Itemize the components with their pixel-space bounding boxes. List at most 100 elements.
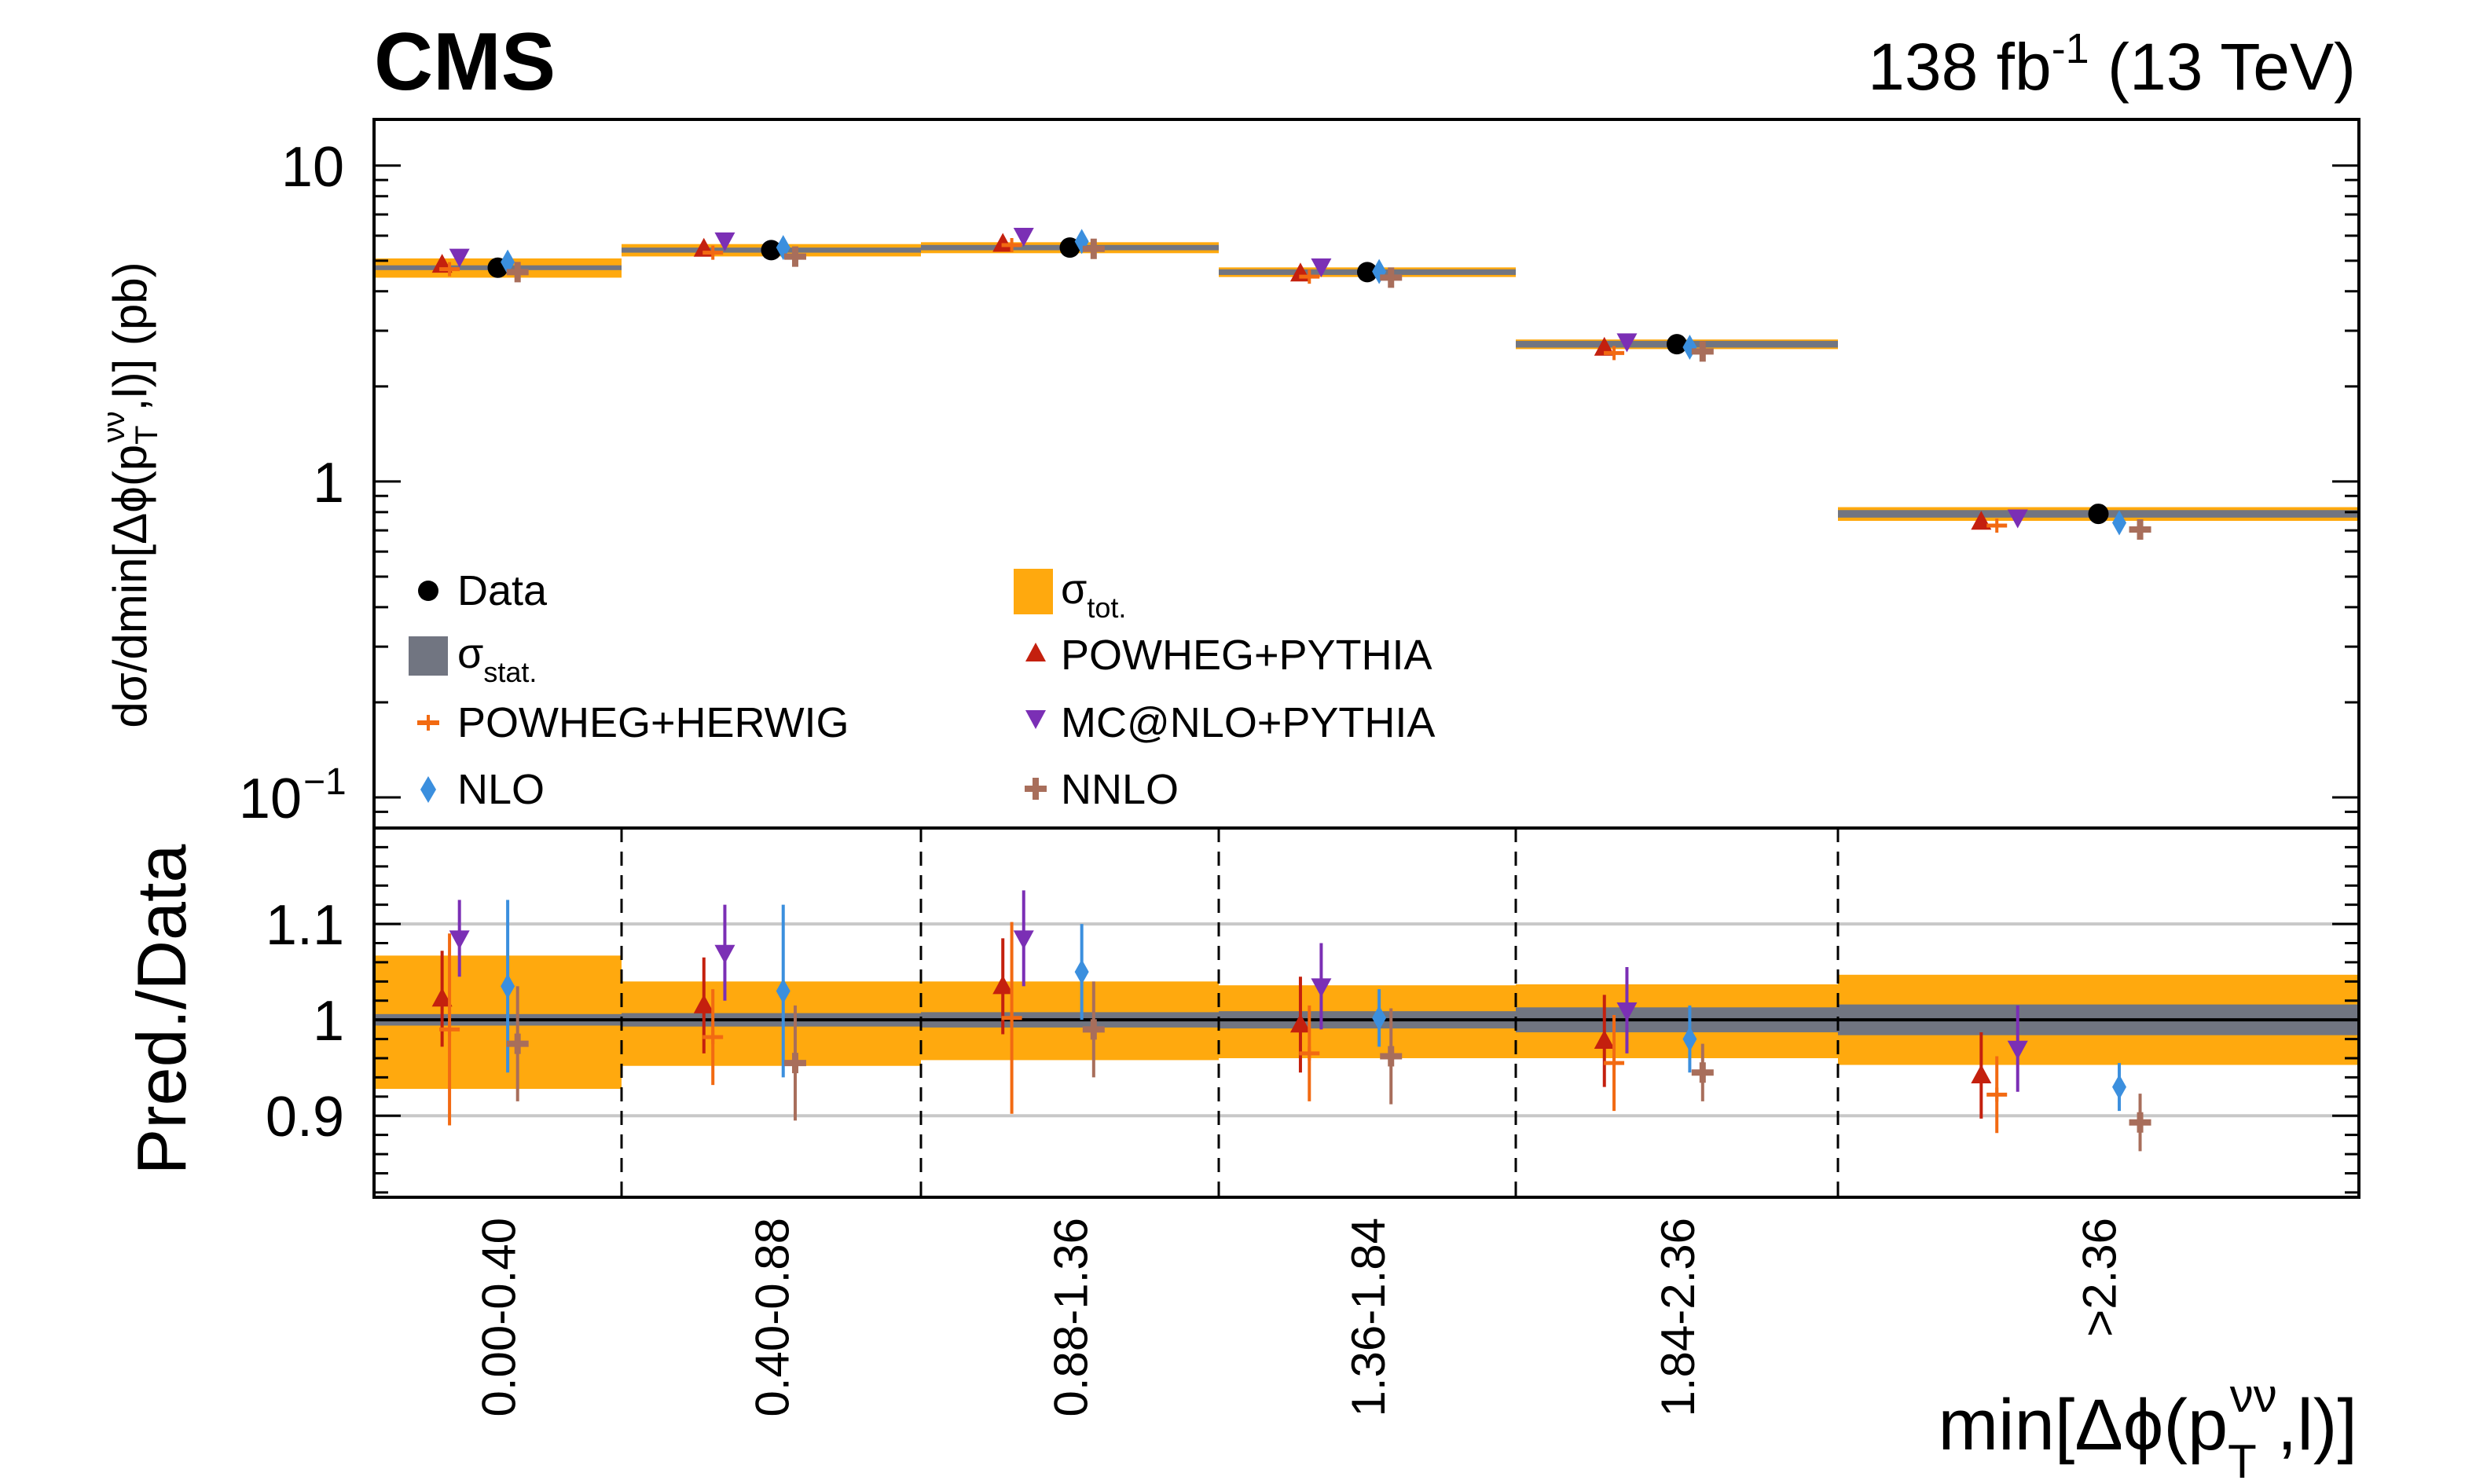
ratio-point-powheg-pythia-3 bbox=[1289, 1013, 1311, 1033]
top-ylabel-sub: T bbox=[130, 425, 164, 444]
top-point-mc-nlo-pythia-1 bbox=[714, 232, 735, 251]
legend-marker-nnlo bbox=[1025, 778, 1047, 800]
xlabel-sub: T bbox=[2228, 1435, 2257, 1484]
ratio-panel: 0.9 1 1.1 0.00-0.40 0.40-0.88 0.88-1.36 1.36-1… bbox=[266, 826, 2360, 1417]
x-category-label-0: 0.00-0.40 bbox=[473, 1218, 526, 1417]
top-point-mc-nlo-pythia-3 bbox=[1311, 258, 1332, 277]
legend-label-nnlo: NNLO bbox=[1061, 766, 1179, 813]
top-point-powheg-pythia-4 bbox=[1594, 336, 1615, 356]
x-category-label-4: 1.84-2.36 bbox=[1652, 1218, 1704, 1417]
luminosity-label: 138 fb-1 (13 TeV) bbox=[1868, 25, 2356, 104]
top-point-data-5 bbox=[2088, 504, 2109, 525]
ratio-point-powheg-herwig-4 bbox=[1604, 1056, 1625, 1071]
top-ytick-label-2: 10 bbox=[239, 768, 302, 830]
legend-label-data: Data bbox=[457, 567, 548, 614]
ratio-point-mc-nlo-pythia-5 bbox=[2007, 1040, 2028, 1060]
legend-tot-sub: tot. bbox=[1087, 592, 1126, 624]
top-point-nlo-5 bbox=[2112, 510, 2127, 536]
ratio-point-powheg-pythia-2 bbox=[992, 975, 1014, 995]
lumi-exponent: -1 bbox=[2052, 25, 2089, 72]
legend-label-stat: σstat. bbox=[457, 630, 537, 688]
top-point-data-4 bbox=[1667, 334, 1687, 355]
ratio-point-mc-nlo-pythia-0 bbox=[449, 930, 470, 950]
lumi-energy: (13 TeV) bbox=[2089, 30, 2356, 104]
top-ytick-label-1: 1 bbox=[313, 452, 344, 515]
top-point-mc-nlo-pythia-4 bbox=[1616, 333, 1638, 353]
top-point-nnlo-1 bbox=[783, 246, 806, 267]
legend-marker-nlo bbox=[420, 776, 436, 803]
ratio-point-mc-nlo-pythia-1 bbox=[714, 944, 735, 964]
top-point-nnlo-4 bbox=[1691, 341, 1714, 362]
top-point-nnlo-2 bbox=[1082, 238, 1105, 259]
legend-stat-sub: stat. bbox=[483, 656, 537, 688]
ratio-point-powheg-pythia-5 bbox=[1971, 1064, 1992, 1083]
legend: Data σstat. POWHEG+HERWIG NLO σtot. POWH… bbox=[409, 566, 1435, 813]
top-point-powheg-herwig-4 bbox=[1604, 346, 1625, 361]
ratio-point-nnlo-2 bbox=[1082, 1019, 1105, 1040]
ratio-point-nnlo-0 bbox=[506, 1033, 529, 1054]
ratio-point-nlo-4 bbox=[1682, 1026, 1697, 1052]
ratio-point-powheg-herwig-3 bbox=[1299, 1046, 1320, 1061]
x-axis-label: min[Δϕ(pTνν,l)] bbox=[1939, 1369, 2357, 1484]
experiment-label: CMS bbox=[374, 16, 556, 108]
ratio-point-powheg-pythia-1 bbox=[693, 994, 714, 1013]
top-point-powheg-herwig-2 bbox=[1001, 238, 1022, 253]
legend-marker-mcnlo-pythia bbox=[1025, 710, 1046, 729]
ratio-point-mc-nlo-pythia-3 bbox=[1311, 978, 1332, 998]
top-ytick-label-0: 10 bbox=[281, 136, 344, 199]
ratio-ytick-label-0: 0.9 bbox=[266, 1086, 344, 1149]
top-point-nnlo-5 bbox=[2129, 518, 2151, 540]
ratio-point-powheg-herwig-1 bbox=[702, 1030, 724, 1045]
ratio-point-nnlo-1 bbox=[783, 1053, 806, 1074]
ratio-point-nnlo-3 bbox=[1380, 1046, 1403, 1067]
ratio-point-powheg-pythia-0 bbox=[431, 988, 453, 1007]
legend-tot-main: σ bbox=[1061, 566, 1087, 613]
legend-marker-tot bbox=[1014, 569, 1053, 614]
ratio-frame bbox=[372, 826, 2360, 1199]
ratio-point-nlo-2 bbox=[1074, 959, 1089, 985]
legend-label-powheg-pythia: POWHEG+PYTHIA bbox=[1061, 632, 1432, 679]
top-point-powheg-herwig-5 bbox=[1986, 518, 2008, 533]
ratio-point-nlo-0 bbox=[501, 973, 515, 999]
ratio-ytick-label-1: 1 bbox=[313, 990, 344, 1053]
top-point-nnlo-0 bbox=[506, 262, 529, 283]
top-point-data-1 bbox=[761, 240, 782, 261]
ratio-point-nlo-1 bbox=[776, 978, 790, 1004]
legend-marker-powheg-herwig bbox=[417, 715, 439, 731]
x-category-label-1: 0.40-0.88 bbox=[746, 1218, 799, 1417]
top-ytick-label-exp: −1 bbox=[303, 761, 347, 803]
lumi-value: 138 fb bbox=[1868, 30, 2052, 104]
xlabel-sup: νν bbox=[2230, 1369, 2277, 1422]
top-ylabel-part1: dσ/dmin[Δϕ(p bbox=[104, 445, 156, 728]
ratio-point-nlo-3 bbox=[1372, 1005, 1387, 1031]
top-point-powheg-herwig-1 bbox=[702, 245, 724, 260]
ratio-ytick-label-2: 1.1 bbox=[266, 894, 344, 957]
top-point-data-3 bbox=[1357, 262, 1377, 283]
top-ylabel-sup: νν bbox=[97, 411, 131, 442]
x-category-label-5: >2.36 bbox=[2074, 1218, 2126, 1337]
top-ylabel-part2: ,l)] (pb) bbox=[104, 262, 156, 411]
top-point-mc-nlo-pythia-2 bbox=[1013, 227, 1034, 247]
top-point-powheg-herwig-3 bbox=[1299, 269, 1320, 284]
top-point-nlo-0 bbox=[501, 249, 515, 275]
ratio-point-nnlo-5 bbox=[2129, 1112, 2151, 1133]
top-point-data-2 bbox=[1059, 237, 1080, 258]
top-point-powheg-pythia-5 bbox=[1971, 511, 1992, 530]
x-category-label-2: 0.88-1.36 bbox=[1045, 1218, 1098, 1417]
legend-label-powheg-herwig: POWHEG+HERWIG bbox=[457, 699, 849, 746]
xlabel-end: ,l)] bbox=[2277, 1385, 2357, 1465]
top-point-mc-nlo-pythia-0 bbox=[449, 248, 470, 268]
ratio-y-axis-label: Pred./Data bbox=[123, 845, 200, 1175]
top-point-nnlo-3 bbox=[1380, 267, 1403, 288]
ratio-point-powheg-herwig-0 bbox=[439, 1022, 460, 1037]
ratio-point-nnlo-4 bbox=[1691, 1062, 1714, 1083]
x-category-label-3: 1.36-1.84 bbox=[1342, 1218, 1395, 1417]
ratio-point-mc-nlo-pythia-4 bbox=[1616, 1002, 1638, 1021]
legend-stat-main: σ bbox=[457, 630, 483, 677]
top-point-powheg-herwig-0 bbox=[439, 262, 460, 277]
legend-label-mcnlo-pythia: MC@NLO+PYTHIA bbox=[1061, 699, 1435, 746]
legend-label-tot: σtot. bbox=[1061, 566, 1126, 624]
legend-marker-data bbox=[418, 581, 438, 601]
